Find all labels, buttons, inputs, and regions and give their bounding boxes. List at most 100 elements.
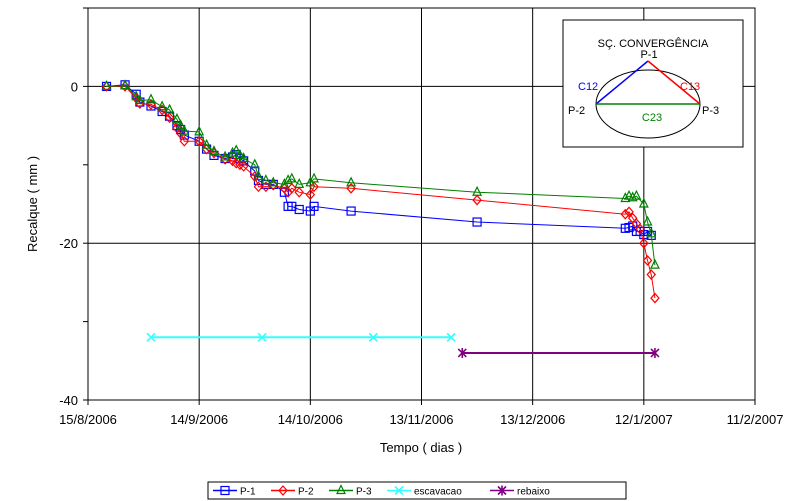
data-point-p-2	[639, 237, 649, 249]
legend-label: rebaixo	[517, 487, 550, 498]
series-group	[101, 79, 660, 358]
data-point-p-3	[209, 145, 219, 156]
edge-c13	[647, 60, 701, 105]
series-line-p-3	[106, 85, 656, 266]
inset-node-p2: P-2	[568, 105, 585, 117]
x-tick-label: 14/10/2006	[278, 412, 343, 427]
data-point-escavacao	[446, 332, 456, 342]
data-point-p-3	[260, 174, 271, 185]
data-point-p-3	[171, 112, 182, 123]
data-point-p-3	[231, 144, 242, 155]
y-axis-label: Recalque ( mm )	[25, 156, 40, 252]
data-point-p-2	[287, 182, 297, 194]
data-point-rebaixo	[457, 347, 467, 358]
y-tick-label: -40	[59, 393, 78, 408]
series-rebaixo	[457, 347, 660, 358]
data-point-p-3	[627, 191, 638, 202]
data-point-p-3	[268, 176, 279, 187]
data-point-p-2	[101, 80, 112, 92]
inset-diagram: SÇ. CONVERGÊNCIA P-1 P-2 P-3 C12 C13 C23	[562, 19, 744, 148]
legend-label: P-1	[240, 487, 256, 498]
data-point-p-2	[238, 160, 249, 172]
inset-node-p3: P-3	[702, 105, 719, 117]
data-point-p-3	[220, 150, 231, 161]
data-point-p-2	[179, 135, 190, 147]
x-tick-label: 13/12/2006	[500, 412, 565, 427]
inset-edge-label-c23: C23	[642, 112, 662, 124]
y-tick-label: 0	[71, 79, 78, 94]
x-tick-label: 12/1/2007	[615, 412, 673, 427]
data-point-p-2	[175, 128, 186, 139]
legend-item-p-2: P-2	[271, 485, 314, 498]
x-axis-label: Tempo ( dias )	[380, 440, 462, 455]
data-point-p-3	[131, 90, 142, 101]
data-point-p-2	[253, 181, 264, 193]
data-point-p-3	[646, 227, 657, 238]
data-point-p-3	[346, 176, 357, 187]
legend-swatch-marker	[497, 485, 507, 496]
data-point-p-3	[620, 192, 631, 203]
legend-label: escavacao	[414, 487, 462, 498]
data-point-p-2	[283, 186, 293, 198]
edge-c12	[595, 60, 649, 105]
data-point-escavacao	[257, 332, 267, 342]
data-point-p-2	[624, 206, 634, 218]
data-point-p-3	[238, 152, 249, 163]
data-point-p-3	[294, 178, 305, 188]
x-tick-label: 11/2/2007	[727, 412, 784, 427]
data-point-p-3	[638, 197, 649, 208]
data-point-p-2	[620, 208, 631, 220]
data-point-p-3	[201, 138, 212, 149]
data-point-p-3	[101, 80, 112, 91]
data-point-p-3	[134, 94, 145, 105]
data-point-p-1	[164, 111, 175, 121]
data-point-p-3	[234, 149, 245, 159]
data-point-p-2	[164, 112, 175, 124]
legend-swatch-marker	[220, 485, 230, 496]
series-escavacao	[146, 332, 456, 342]
data-point-p-1	[294, 204, 304, 215]
data-point-p-3	[249, 158, 260, 169]
data-point-p-2	[249, 171, 260, 182]
data-point-p-2	[642, 255, 653, 266]
data-point-escavacao	[368, 332, 378, 342]
inset-edge-label-c12: C12	[578, 81, 598, 93]
data-point-p-3	[283, 174, 294, 185]
data-point-p-3	[146, 93, 156, 104]
data-point-p-3	[642, 215, 653, 226]
data-point-p-3	[179, 124, 190, 135]
data-point-p-3	[227, 146, 238, 157]
data-point-p-3	[253, 170, 264, 181]
legend: P-1 P-2 P-3 escavacao rebaixo	[207, 481, 627, 500]
legend-items: P-1 P-2 P-3 escavacao rebaixo	[213, 484, 550, 498]
legend-swatch-marker	[278, 485, 288, 496]
data-point-p-3	[157, 100, 168, 111]
legend-item-rebaixo: rebaixo	[490, 485, 550, 498]
data-point-p-3	[309, 172, 320, 183]
data-point-p-2	[305, 189, 316, 200]
data-point-p-3	[175, 119, 186, 130]
inset-edge-label-c13: C13	[680, 81, 700, 93]
inset-node-p1: P-1	[640, 49, 657, 61]
data-point-p-2	[635, 223, 645, 235]
data-point-p-1	[346, 206, 356, 216]
data-point-p-2	[646, 269, 657, 280]
inset-title: SÇ. CONVERGÊNCIA	[598, 37, 709, 50]
legend-swatch-marker	[394, 485, 404, 496]
legend-box	[207, 481, 627, 500]
axis-ticks: 15/8/2006 14/9/2006 14/10/2006 13/11/2006 13…	[59, 7, 784, 427]
data-point-p-2	[194, 135, 204, 147]
data-point-p-1	[309, 201, 319, 211]
legend-item-p-3: P-3	[329, 484, 372, 498]
data-point-p-2	[472, 194, 482, 206]
legend-swatch-marker	[336, 484, 346, 495]
data-point-p-3	[472, 185, 483, 196]
x-tick-label: 14/9/2006	[170, 412, 228, 427]
x-tick-label: 15/8/2006	[59, 412, 117, 427]
data-point-p-3	[649, 258, 660, 269]
data-point-p-3	[286, 172, 297, 183]
series-line-p-2	[106, 85, 656, 299]
inset-box	[562, 19, 744, 148]
data-point-escavacao	[146, 332, 156, 342]
